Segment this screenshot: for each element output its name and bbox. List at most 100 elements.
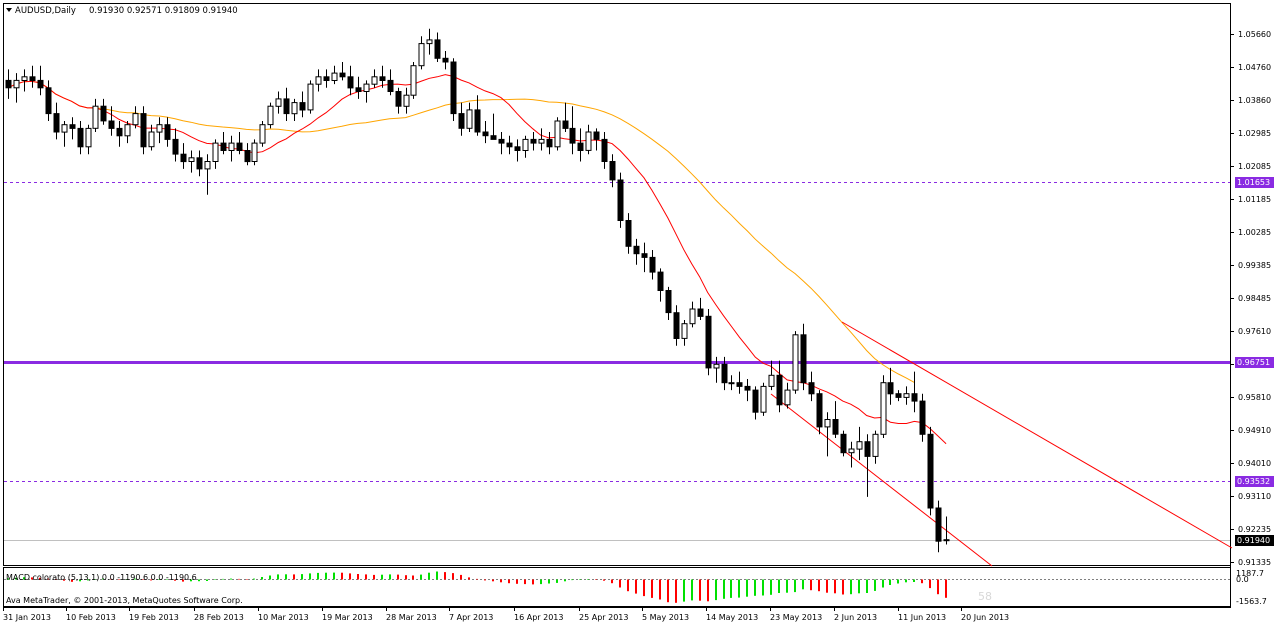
macd-bar-95 [762, 579, 764, 596]
candle-101 [808, 371, 815, 402]
macd-bar-26 [214, 579, 216, 580]
macd-bar-49 [397, 574, 399, 580]
macd-bar-85 [683, 579, 685, 602]
candle-body-bearish [840, 433, 847, 454]
candle-23 [188, 150, 195, 173]
macd-bar-31 [253, 578, 255, 580]
candle-91 [728, 375, 735, 391]
candle-body-bullish [522, 138, 529, 151]
candle-body-bearish [29, 76, 36, 82]
candle-body-bearish [609, 161, 616, 181]
candle-51 [410, 62, 417, 99]
macd-bar-0 [7, 578, 9, 580]
candle-body-bullish [713, 363, 720, 369]
candle-body-bullish [132, 113, 139, 126]
candle-16 [132, 106, 139, 129]
candle-61 [490, 113, 497, 140]
macd-bar-104 [834, 579, 836, 594]
macd-bar-3 [31, 577, 33, 580]
candle-77 [617, 172, 624, 228]
candle-body-bullish [824, 419, 831, 428]
candle-41 [331, 65, 338, 85]
trendline-upper [841, 321, 1233, 549]
candle-36 [291, 98, 298, 121]
candle-113 [903, 386, 910, 405]
candle-56 [450, 58, 457, 121]
candle-117 [935, 500, 942, 553]
macd-bar-73 [587, 579, 589, 580]
candle-109 [872, 430, 879, 464]
candle-100 [800, 323, 807, 391]
price-marker-label: 0.96751 [1237, 358, 1270, 367]
candle-body-bearish [546, 138, 553, 148]
candle-body-bearish [180, 153, 187, 163]
candle-body-bullish [784, 389, 791, 406]
candle-body-bearish [927, 433, 934, 509]
macd-bar-40 [325, 572, 327, 580]
macd-scale-zero: 0.0 [1236, 575, 1249, 584]
macd-bar-13 [110, 578, 112, 580]
candle-44 [355, 76, 362, 99]
candle-55 [442, 51, 449, 70]
macd-bar-6 [55, 579, 57, 580]
macd-bar-81 [651, 579, 653, 598]
macd-bar-51 [412, 575, 414, 580]
macd-bar-24 [198, 579, 200, 582]
macd-bar-33 [269, 575, 271, 580]
candle-86 [689, 301, 696, 328]
candle-75 [601, 132, 608, 169]
candle-45 [363, 80, 370, 103]
candle-27 [220, 132, 227, 155]
candle-body-bearish [721, 363, 728, 384]
candle-body-bullish [403, 94, 410, 107]
candle-body-bullish [331, 72, 338, 81]
candle-body-bearish [355, 87, 362, 93]
candle-82 [657, 268, 664, 302]
dropdown-arrow-icon[interactable] [6, 8, 12, 12]
macd-bar-69 [556, 579, 558, 583]
candle-body-bearish [744, 385, 751, 391]
candle-70 [562, 102, 569, 132]
candle-body-bullish [768, 374, 775, 387]
macd-ghost-value: 58 [978, 590, 992, 603]
candle-body-bullish [61, 124, 68, 133]
candle-58 [466, 102, 473, 132]
macd-bar-44 [357, 574, 359, 580]
price-tick-label: 0.93110 [1238, 492, 1271, 501]
macd-bar-70 [564, 579, 566, 582]
macd-bar-98 [786, 579, 788, 593]
macd-bar-96 [770, 579, 772, 595]
candle-body-bullish [554, 120, 561, 148]
macd-bar-86 [691, 579, 693, 601]
macd-bar-37 [301, 574, 303, 580]
macd-bar-16 [134, 578, 136, 580]
macd-bar-117 [937, 579, 939, 595]
time-tick-label: 19 Mar 2013 [322, 613, 373, 622]
candle-body-bearish [299, 102, 306, 111]
candle-4 [37, 65, 44, 96]
candle-6 [53, 102, 60, 140]
macd-bar-43 [349, 573, 351, 580]
time-tick-label: 7 Apr 2013 [449, 613, 493, 622]
candle-body-bullish [212, 142, 219, 163]
macd-bar-102 [818, 579, 820, 592]
candle-body-bearish [379, 76, 386, 82]
macd-bar-32 [261, 577, 263, 580]
candle-body-bullish [466, 109, 473, 129]
macd-bar-93 [746, 579, 748, 597]
candle-body-bullish [275, 98, 282, 107]
candle-body-bearish [387, 79, 394, 93]
candle-body-bearish [641, 253, 648, 258]
price-marker-1 [1235, 357, 1274, 368]
candle-body-bearish [395, 91, 402, 107]
macd-bar-14 [118, 579, 120, 580]
time-tick-label: 5 May 2013 [642, 613, 689, 622]
macd-bar-80 [643, 579, 645, 597]
macd-bar-28 [230, 578, 232, 580]
price-tick-label: 0.92235 [1238, 525, 1271, 534]
candle-body-bullish [903, 393, 910, 398]
macd-bar-45 [365, 574, 367, 580]
candle-22 [180, 143, 187, 169]
candle-118 [943, 516, 950, 545]
